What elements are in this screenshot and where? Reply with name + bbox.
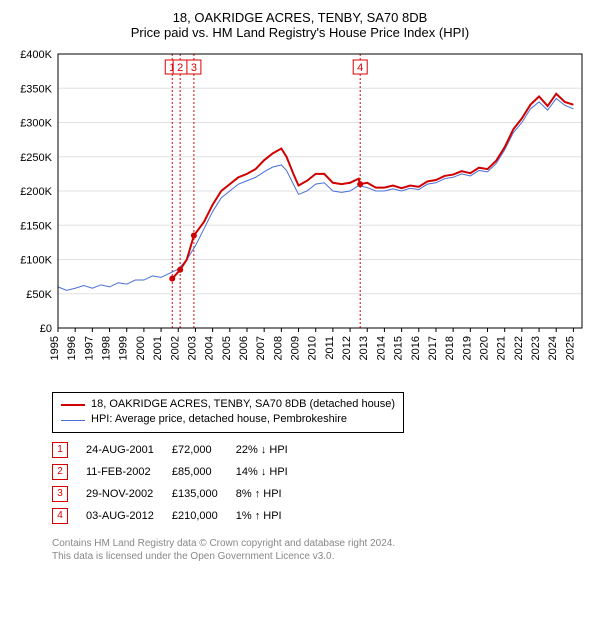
sale-date: 11-FEB-2002 [86,461,172,483]
sale-row: 1 24-AUG-2001£72,00022% ↓ HPI [52,439,306,461]
x-tick-label: 2010 [307,336,319,360]
series-property [172,94,573,279]
x-tick-label: 2007 [255,336,267,360]
sale-date: 29-NOV-2002 [86,483,172,505]
y-tick-label: £350K [20,83,52,95]
x-tick-label: 2014 [375,336,387,360]
x-tick-label: 2021 [496,336,508,360]
x-tick-label: 2023 [530,336,542,360]
x-tick-label: 1997 [83,336,95,360]
y-tick-label: £250K [20,152,52,164]
sale-point [357,181,363,187]
sale-marker-num: 2 [177,62,183,74]
y-tick-label: £400K [20,49,52,61]
sale-date: 24-AUG-2001 [86,439,172,461]
sale-delta: 8% ↑ HPI [236,483,306,505]
x-tick-label: 2004 [204,336,216,360]
y-tick-label: £200K [20,186,52,198]
chart-title: 18, OAKRIDGE ACRES, TENBY, SA70 8DB Pric… [10,10,590,40]
y-tick-label: £50K [26,289,52,301]
title-line-2: Price paid vs. HM Land Registry's House … [10,25,590,40]
legend-label: HPI: Average price, detached house, Pemb… [91,412,347,427]
x-tick-label: 2016 [410,336,422,360]
sale-delta: 22% ↓ HPI [236,439,306,461]
x-tick-label: 2005 [221,336,233,360]
sale-delta: 14% ↓ HPI [236,461,306,483]
chart-svg: £0 £50K £100K £150K £200K £250K £300K £350K £400… [10,46,590,386]
legend-item: HPI: Average price, detached house, Pemb… [61,412,395,427]
x-tick-label: 2002 [169,336,181,360]
sale-price: £135,000 [172,483,236,505]
x-tick-label: 2009 [290,336,302,360]
sale-row-marker: 3 [52,486,68,502]
footer-attribution: Contains HM Land Registry data © Crown c… [52,537,590,563]
x-tick-label: 2018 [444,336,456,360]
x-tick-label: 1998 [101,336,113,360]
sales-table: 1 24-AUG-2001£72,00022% ↓ HPI 2 11-FEB-2002… [52,439,306,527]
sale-price: £85,000 [172,461,236,483]
x-tick-label: 2024 [547,336,559,360]
x-tick-label: 2020 [479,336,491,360]
series-hpi [58,99,573,291]
sale-marker-num: 4 [357,62,363,74]
sale-date: 03-AUG-2012 [86,505,172,527]
sale-row-marker: 1 [52,442,68,458]
x-tick-label: 2003 [186,336,198,360]
x-tick-label: 2015 [393,336,405,360]
sale-row-marker: 2 [52,464,68,480]
x-tick-label: 1996 [66,336,78,360]
y-tick-label: £150K [20,220,52,232]
legend-swatch [61,420,85,421]
footer-line-1: Contains HM Land Registry data © Crown c… [52,537,590,550]
x-tick-label: 2022 [513,336,525,360]
sale-row: 2 11-FEB-2002£85,00014% ↓ HPI [52,461,306,483]
sale-delta: 1% ↑ HPI [236,505,306,527]
x-tick-label: 2000 [135,336,147,360]
x-tick-label: 1999 [118,336,130,360]
chart-area: £0 £50K £100K £150K £200K £250K £300K £350K £400… [10,46,590,386]
x-tick-label: 1995 [49,336,61,360]
legend-label: 18, OAKRIDGE ACRES, TENBY, SA70 8DB (det… [91,397,395,412]
sale-row-marker: 4 [52,508,68,524]
sale-price: £72,000 [172,439,236,461]
legend-item: 18, OAKRIDGE ACRES, TENBY, SA70 8DB (det… [61,397,395,412]
x-tick-label: 2019 [461,336,473,360]
x-tick-label: 2017 [427,336,439,360]
sale-marker-num: 3 [191,62,197,74]
sale-row: 4 03-AUG-2012£210,0001% ↑ HPI [52,505,306,527]
x-tick-label: 2025 [564,336,576,360]
sale-point [169,276,175,282]
legend-swatch [61,404,85,406]
y-tick-label: £0 [40,323,52,335]
x-tick-label: 2001 [152,336,164,360]
x-tick-label: 2013 [358,336,370,360]
sale-price: £210,000 [172,505,236,527]
sale-point [191,233,197,239]
x-tick-label: 2006 [238,336,250,360]
x-tick-label: 2011 [324,336,336,360]
x-tick-label: 2008 [272,336,284,360]
y-tick-label: £300K [20,118,52,130]
y-tick-label: £100K [20,255,52,267]
title-line-1: 18, OAKRIDGE ACRES, TENBY, SA70 8DB [10,10,590,25]
legend: 18, OAKRIDGE ACRES, TENBY, SA70 8DB (det… [52,392,404,433]
sale-row: 3 29-NOV-2002£135,0008% ↑ HPI [52,483,306,505]
x-tick-label: 2012 [341,336,353,360]
sale-point [177,267,183,273]
footer-line-2: This data is licensed under the Open Gov… [52,550,590,563]
